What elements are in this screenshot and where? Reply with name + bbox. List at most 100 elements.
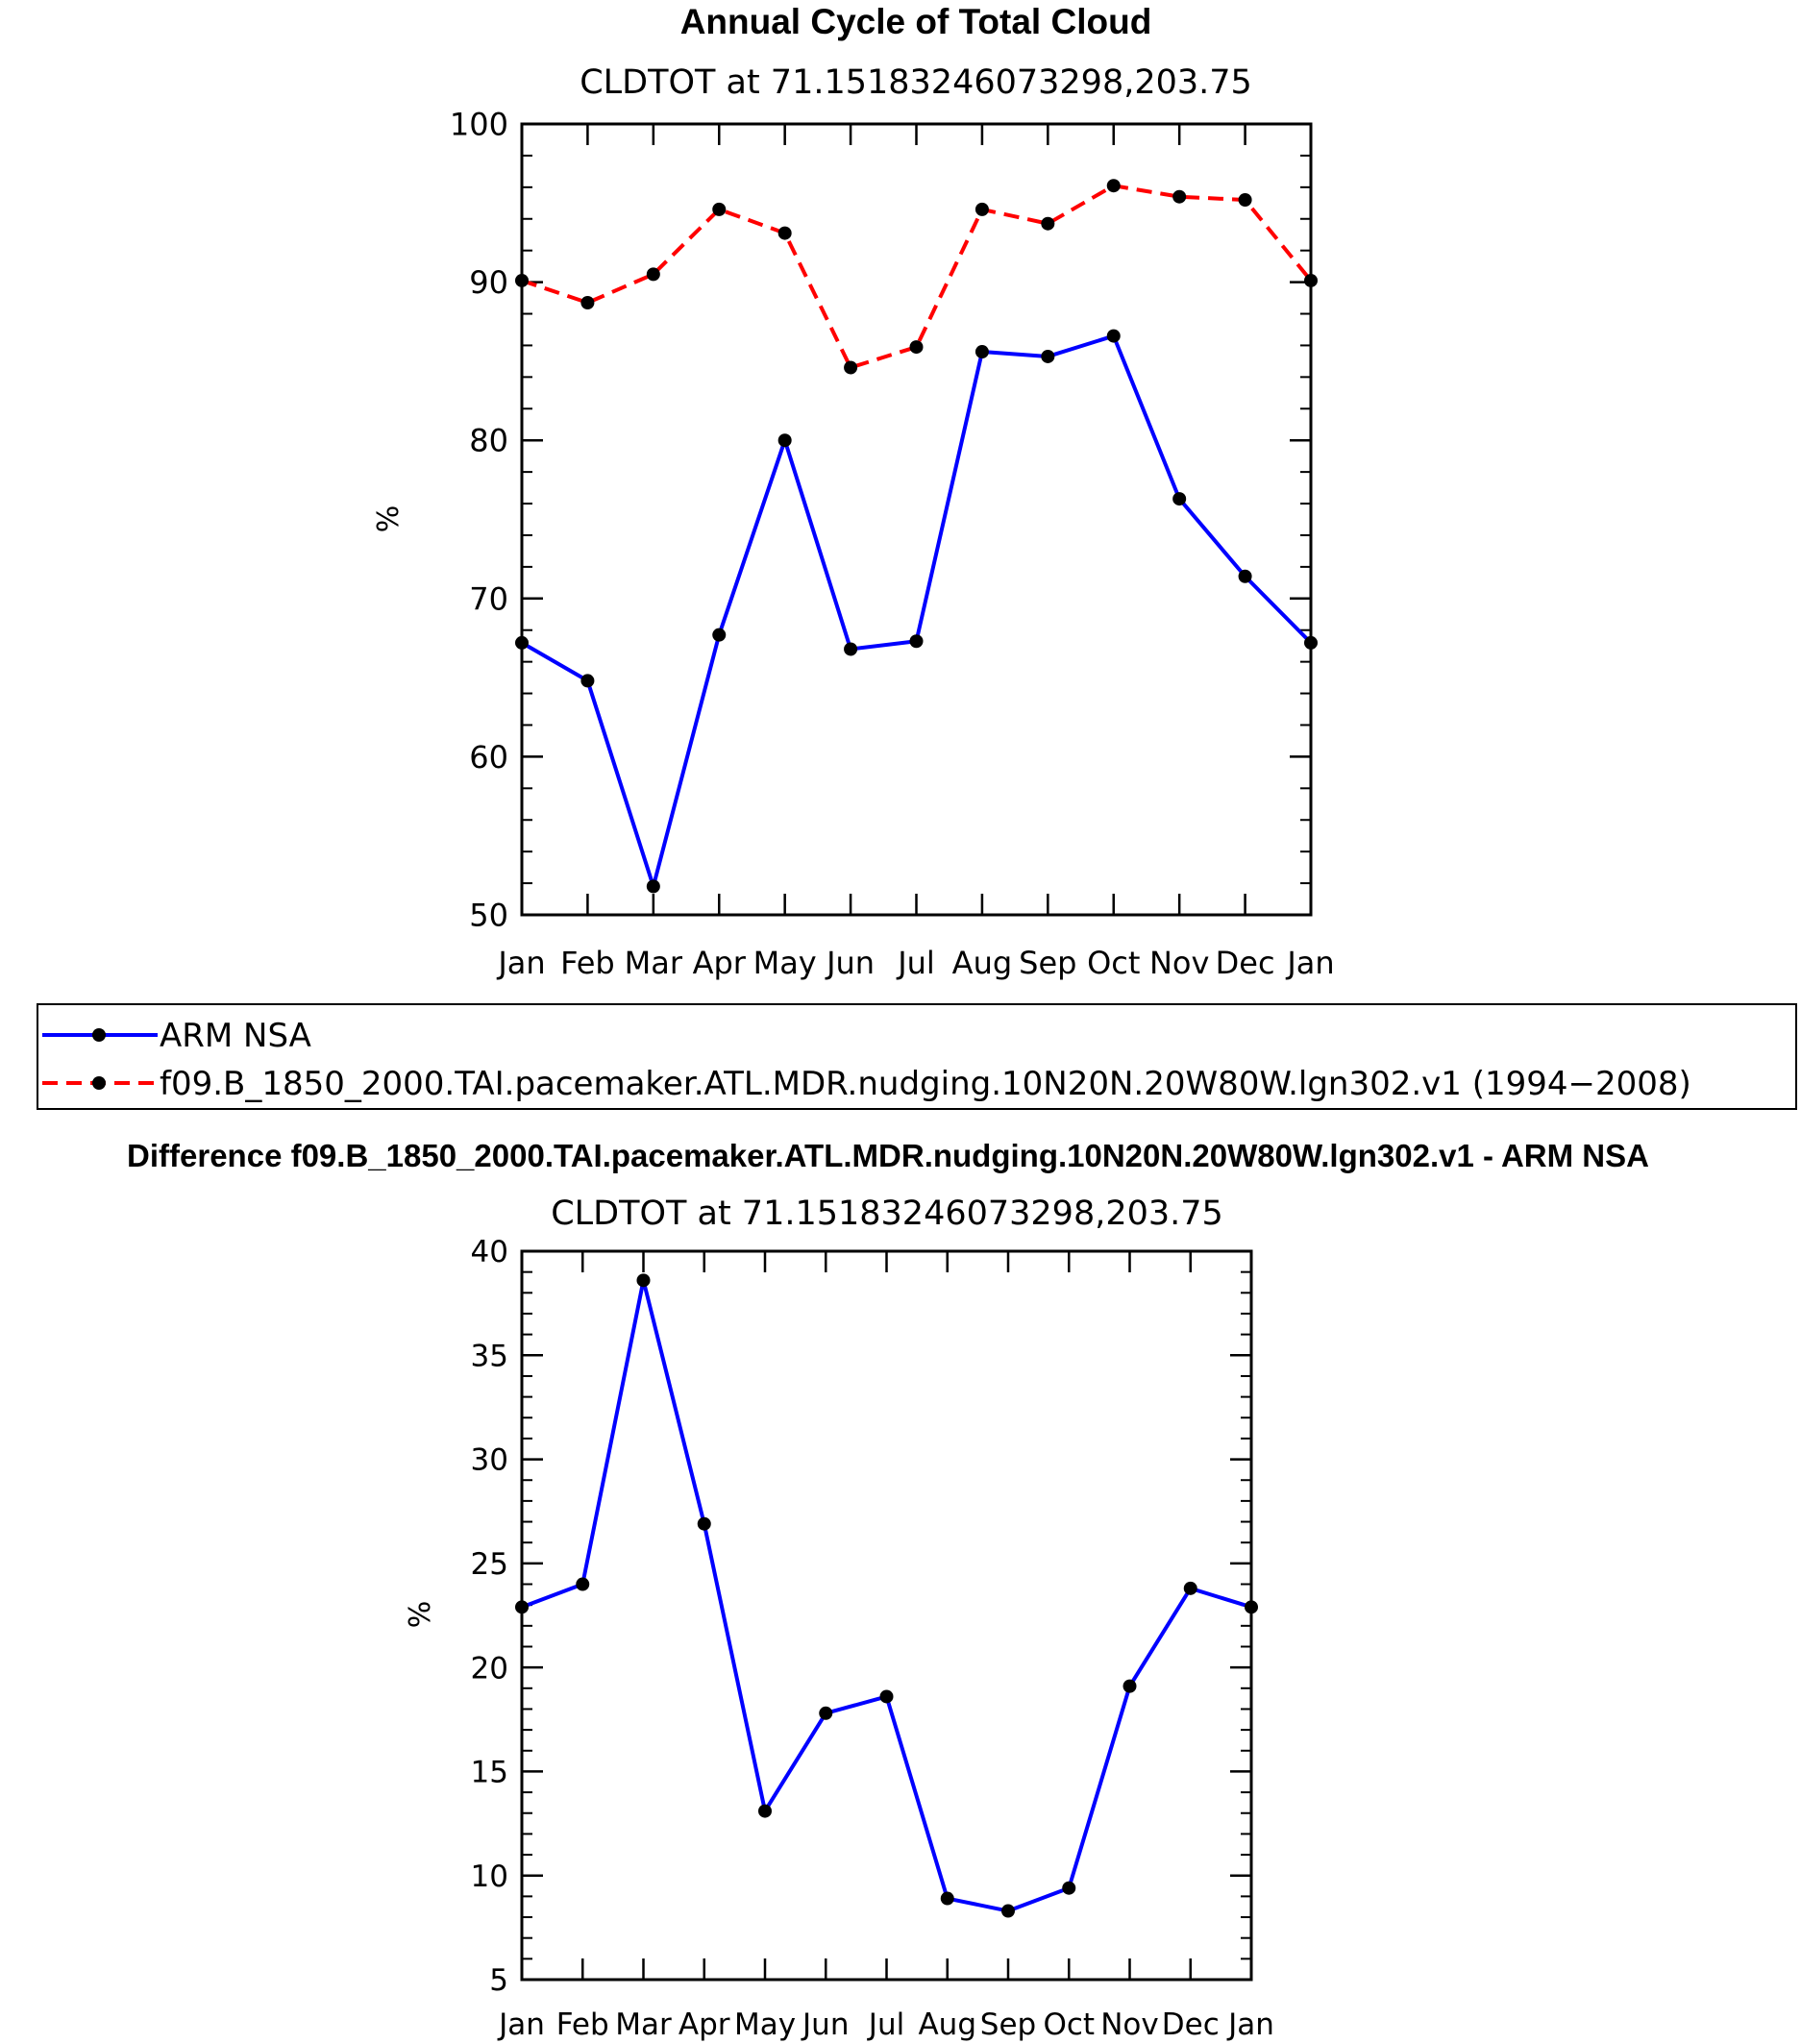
chart-2-y-tick-label: 30 — [471, 1443, 508, 1478]
chart-1-x-tick-label: Jan — [496, 945, 545, 981]
chart-1-y-tick-label: 50 — [469, 898, 508, 934]
chart-2-series-0-point — [515, 1600, 529, 1614]
chart-2-x-tick-label: Oct — [1043, 2007, 1095, 2042]
chart-1-series-line-0 — [520, 333, 1313, 889]
chart-2-x-tick-label: Jul — [867, 2007, 904, 2042]
chart-1-series-0-point — [975, 345, 989, 359]
chart-1-series-0-point — [580, 674, 595, 688]
legend-marker-model — [92, 1076, 106, 1090]
chart-1-series-0-point — [1106, 329, 1121, 343]
chart-2-subtitle: CLDTOT at 71.15183246073298,203.75 — [551, 1194, 1223, 1233]
chart-2-series-line-0 — [521, 1278, 1252, 1913]
chart-1-series-1-point — [1106, 179, 1121, 193]
chart-2-y-tick-label: 5 — [489, 1963, 508, 1998]
chart-1-series-0-point — [1172, 492, 1187, 506]
chart-1-x-tick-label: Jan — [1285, 945, 1334, 981]
chart-1-series-1-point — [777, 226, 792, 240]
chart-1-series-0-point — [844, 642, 858, 656]
chart-2-series-0-point — [1123, 1679, 1137, 1693]
chart-2-y-tick-label: 15 — [471, 1756, 508, 1790]
chart-2-series-0-point — [1183, 1581, 1197, 1595]
chart-1-series-0-point — [515, 635, 529, 650]
chart-1-y-tick-label: 80 — [469, 423, 508, 459]
chart-1-x-tick-label: May — [753, 945, 817, 981]
chart-2-series-0-point — [758, 1804, 772, 1818]
chart-1: Annual Cycle of Total Cloud CLDTOT at 71… — [372, 2, 1335, 981]
chart-2-series-0-point — [576, 1577, 590, 1591]
chart-1-series-1-point — [646, 267, 660, 282]
chart-1-series-0-point — [1304, 635, 1318, 650]
chart-1-series-1-point — [1238, 193, 1252, 208]
legend-entry-arm-nsa: ARM NSA — [42, 1017, 311, 1055]
chart-1-title: Annual Cycle of Total Cloud — [680, 2, 1152, 41]
chart-2-x-tick-label: May — [734, 2007, 796, 2042]
chart-2-x-tick-label: Dec — [1162, 2007, 1220, 2042]
chart-2-x-tick-label: Apr — [678, 2007, 730, 2042]
chart-1-series-1-point — [975, 202, 989, 216]
chart-2-y-tick-label: 10 — [471, 1859, 508, 1894]
chart-1-series-group — [515, 179, 1318, 894]
chart-2-series-group — [515, 1273, 1258, 1918]
chart-2-x-tick-label: Feb — [556, 2007, 609, 2042]
legend-box — [37, 1003, 1797, 1110]
chart-1-x-tick-label: Sep — [1019, 945, 1076, 981]
chart-1-x-tick-label: Aug — [952, 945, 1012, 981]
chart-2-frame — [520, 1249, 1253, 1982]
chart-1-x-tick-label: Nov — [1149, 945, 1209, 981]
chart-2-plot-area: Jan Feb Mar Apr May Jun Jul Aug Sep Oct Nov Dec Jan5… — [471, 1235, 1274, 2042]
chart-1-series-0-point — [712, 628, 727, 642]
chart-1-x-tick-label: Jun — [825, 945, 875, 981]
chart-1-series-0-point — [909, 634, 924, 649]
chart-2-x-tick-label: Sep — [980, 2007, 1036, 2042]
chart-2-y-tick-label: 20 — [471, 1651, 508, 1686]
chart-1-ylabel: % — [372, 505, 406, 533]
chart-2-series-0-point — [940, 1891, 954, 1906]
chart-1-y-tick-label: 100 — [450, 107, 508, 143]
chart-1-series-1-point — [1041, 216, 1055, 231]
chart-2-y-tick-label: 40 — [471, 1235, 508, 1269]
chart-1-frame — [520, 122, 1313, 917]
chart-2-x-tick-label: Aug — [918, 2007, 976, 2042]
chart-2-y-tick-label: 25 — [471, 1547, 508, 1582]
chart-1-x-tick-label: Dec — [1216, 945, 1275, 981]
chart-1-x-tick-label: Feb — [560, 945, 615, 981]
legend-marker-arm-nsa — [92, 1028, 106, 1042]
chart-1-series-0-point — [646, 879, 660, 894]
chart-1-series-1-point — [844, 360, 858, 375]
chart-2-y-tick-label: 35 — [471, 1339, 508, 1373]
chart-1-subtitle: CLDTOT at 71.15183246073298,203.75 — [580, 63, 1252, 102]
chart-1-series-0-point — [1238, 569, 1252, 583]
chart-2-series-0-point — [697, 1516, 711, 1531]
chart-2-series-0-point — [1062, 1881, 1076, 1895]
legend-entry-model: f09.B_1850_2000.TAI.pacemaker.ATL.MDR.nu… — [42, 1065, 1691, 1103]
legend-label-arm-nsa: ARM NSA — [160, 1017, 311, 1055]
chart-1-plot-area: Jan Feb Mar Apr May Jun Jul Aug Sep Oct Nov Dec Jan 5… — [450, 107, 1335, 981]
chart-2-series-0-point — [1245, 1600, 1258, 1614]
chart-1-y-tick-label: 60 — [469, 739, 508, 776]
chart-2-series-0-point — [636, 1273, 651, 1288]
chart-1-series-1-point — [712, 202, 727, 216]
chart-2-series-0-point — [819, 1706, 833, 1720]
chart-2-x-tick-label: Jan — [497, 2007, 545, 2042]
chart-1-x-tick-label: Mar — [625, 945, 683, 981]
chart-2-series-0-point — [879, 1689, 894, 1704]
chart-2: Difference f09.B_1850_2000.TAI.pacemaker… — [127, 1138, 1649, 2042]
chart-1-x-tick-label: Jul — [896, 945, 935, 981]
chart-2-x-tick-label: Mar — [615, 2007, 672, 2042]
chart-1-x-tick-label: Oct — [1087, 945, 1140, 981]
chart-1-x-tick-label: Apr — [693, 945, 747, 981]
legend: ARM NSA f09.B_1850_2000.TAI.pacemaker.AT… — [37, 1003, 1797, 1110]
chart-1-series-1-point — [909, 340, 924, 355]
chart-1-series-0-point — [777, 433, 792, 448]
chart-1-series-0-point — [1041, 349, 1055, 363]
chart-2-series-0-point — [1001, 1904, 1015, 1918]
chart-2-x-tick-label: Jun — [801, 2007, 849, 2042]
chart-2-x-tick-label: Jan — [1226, 2007, 1274, 2042]
chart-2-title: Difference f09.B_1850_2000.TAI.pacemaker… — [127, 1138, 1649, 1173]
chart-2-x-tick-label: Nov — [1100, 2007, 1159, 2042]
chart-1-series-1-point — [580, 295, 595, 309]
chart-1-series-1-point — [515, 273, 529, 287]
chart-1-series-1-point — [1172, 189, 1187, 204]
chart-2-ylabel: % — [404, 1601, 437, 1629]
